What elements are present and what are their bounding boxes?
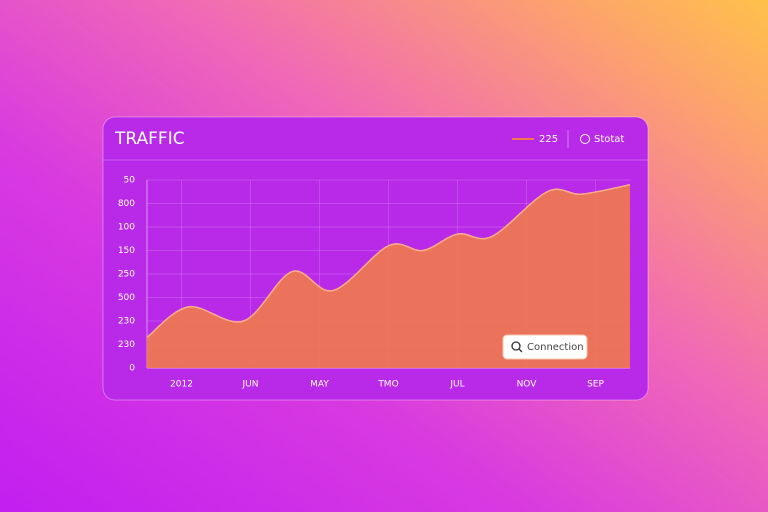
x-tick-label: MAY <box>310 380 329 390</box>
y-tick-label: 800 <box>118 199 135 209</box>
x-tick-label: JUL <box>449 380 464 390</box>
area <box>147 184 630 368</box>
button-box[interactable] <box>502 334 588 360</box>
y-tick-label: 150 <box>118 246 135 256</box>
x-tick-label: 2012 <box>170 380 193 390</box>
y-tick-label: 500 <box>118 293 135 303</box>
x-tick-label: SEP <box>587 380 604 390</box>
chart-title: TRAFFIC <box>114 129 185 149</box>
y-tick-label: 0 <box>129 364 135 374</box>
x-tick-label: JUN <box>242 380 259 390</box>
status-label: Stotat <box>594 134 624 145</box>
x-tick-label: TMO <box>377 380 398 390</box>
button-label[interactable]: Connection <box>527 342 584 353</box>
x-tick-label: NOV <box>517 380 538 390</box>
y-tick-label: 100 <box>118 223 135 233</box>
search-icon-handle <box>518 348 523 353</box>
y-tick-label: 50 <box>124 176 136 186</box>
area-line <box>146 183 631 339</box>
y-tick-label: 230 <box>118 340 135 350</box>
search-icon <box>511 341 521 351</box>
y-tick-label: 250 <box>118 270 135 280</box>
button[interactable]: Connection <box>502 334 588 360</box>
legend-label: 225 <box>539 134 558 145</box>
status-icon <box>580 134 590 144</box>
y-tick-label: 230 <box>118 317 135 327</box>
